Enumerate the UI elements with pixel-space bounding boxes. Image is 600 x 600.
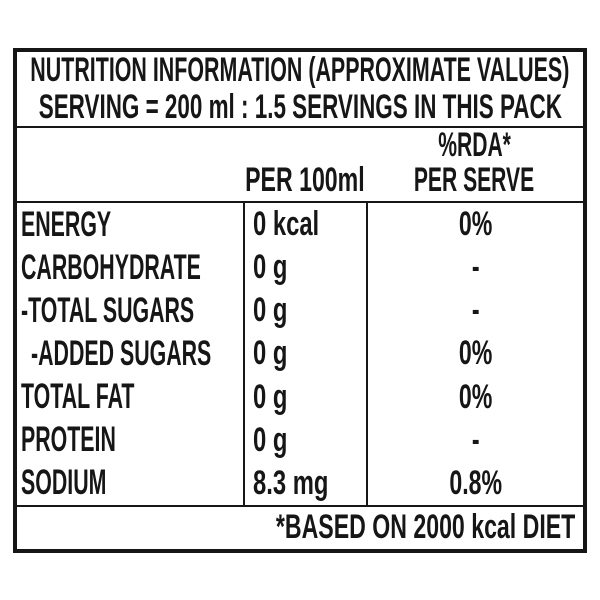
column-header-per-100ml: PER 100ml bbox=[244, 161, 365, 199]
per-100ml-value: 0 g bbox=[243, 332, 366, 376]
nutrient-label: ENERGY bbox=[21, 204, 112, 244]
nutrient-label: -TOTAL SUGARS bbox=[21, 290, 195, 330]
per-100ml-value: 0 g bbox=[243, 418, 366, 462]
nutrient-label: CARBOHYDRATE bbox=[21, 247, 201, 287]
rda-per-serve-value: - bbox=[366, 289, 583, 333]
nutrient-label: SODIUM bbox=[21, 463, 107, 503]
per-100ml-value: 0 kcal bbox=[243, 203, 366, 247]
per-100ml-value: 0 g bbox=[243, 246, 366, 290]
rda-per-serve-value: - bbox=[366, 418, 583, 462]
label-title: NUTRITION INFORMATION (APPROXIMATE VALUE… bbox=[30, 51, 570, 89]
per-100ml-value: 0 g bbox=[243, 375, 366, 419]
column-header-rda-per-serve: %RDA* PER SERVE bbox=[414, 126, 535, 199]
rda-per-serve-value: 0% bbox=[366, 332, 583, 376]
nutrient-label: PROTEIN bbox=[21, 420, 116, 460]
rda-per-serve-value: 0% bbox=[366, 203, 583, 247]
nutrient-label: TOTAL FAT bbox=[21, 377, 135, 417]
nutrient-label: -ADDED SUGARS bbox=[31, 333, 212, 373]
nutrients-table: ENERGY 0 kcal 0% CARBOHYDRATE 0 g - -TOT… bbox=[17, 203, 583, 505]
per-100ml-value: 0 g bbox=[243, 289, 366, 333]
label-header: NUTRITION INFORMATION (APPROXIMATE VALUE… bbox=[17, 52, 583, 126]
rda-per-serve-value: 0% bbox=[366, 375, 583, 419]
divider-header bbox=[17, 201, 583, 203]
rda-per-serve-value: 0.8% bbox=[366, 461, 583, 505]
nutrition-facts-label: NUTRITION INFORMATION (APPROXIMATE VALUE… bbox=[13, 48, 587, 553]
column-headers: PER 100ml %RDA* PER SERVE bbox=[17, 128, 583, 201]
per-100ml-value: 8.3 mg bbox=[243, 461, 366, 505]
rda-per-serve-value: - bbox=[366, 246, 583, 290]
serving-info: SERVING = 200 ml : 1.5 SERVINGS IN THIS … bbox=[38, 88, 562, 126]
divider-top bbox=[17, 126, 583, 128]
footer-note: *BASED ON 2000 kcal DIET bbox=[17, 505, 583, 547]
column-header-nutrient bbox=[17, 128, 243, 201]
